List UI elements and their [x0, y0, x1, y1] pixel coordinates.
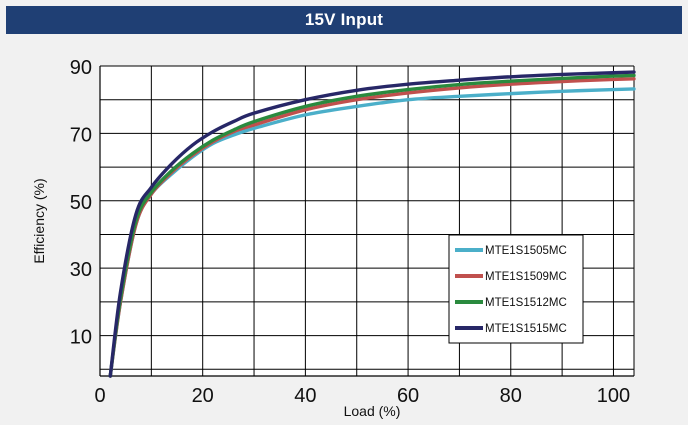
- y-tick-label: 50: [70, 192, 92, 214]
- legend-box: [448, 234, 584, 344]
- legend-label: MTE1S1509MC: [485, 271, 567, 283]
- x-tick-label: 60: [397, 385, 419, 407]
- legend-label: MTE1S1512MC: [485, 297, 567, 309]
- x-tick-label: 0: [94, 385, 105, 407]
- chart-title: 15V Input: [6, 6, 682, 34]
- y-tick-label: 10: [70, 327, 92, 349]
- x-tick-label: 20: [192, 385, 214, 407]
- legend-label: MTE1S1505MC: [485, 245, 567, 257]
- y-axis-label: Efficiency (%): [31, 178, 47, 263]
- series-line-mte1s1515mc: [108, 70, 636, 378]
- x-tick-label: 80: [500, 385, 522, 407]
- series-line-mte1s1512mc: [108, 73, 636, 378]
- y-tick-label: 30: [70, 259, 92, 281]
- y-tick-label: 70: [70, 124, 92, 146]
- y-tick-label: 90: [70, 57, 92, 79]
- x-tick-label: 100: [597, 385, 630, 407]
- legend-label: MTE1S1515MC: [485, 323, 567, 335]
- x-axis-label: Load (%): [344, 403, 401, 419]
- x-tick-label: 40: [294, 385, 316, 407]
